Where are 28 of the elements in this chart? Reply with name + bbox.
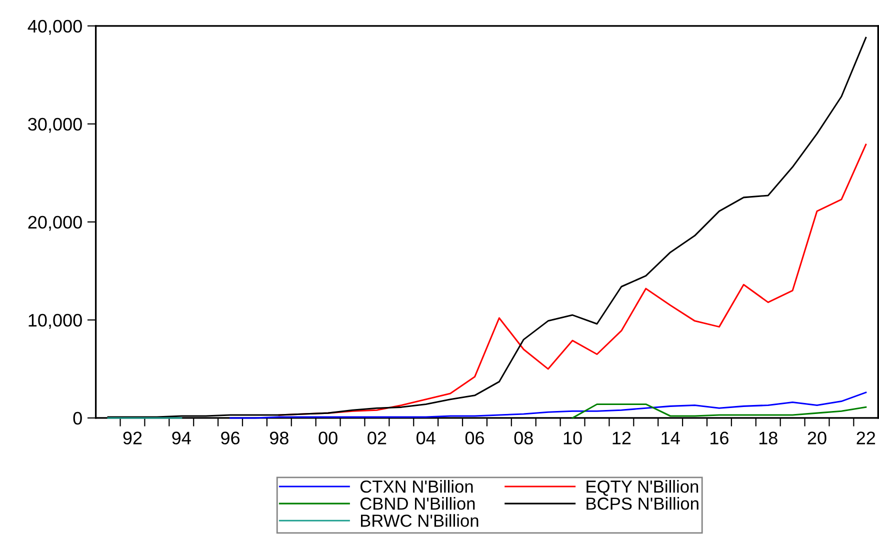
x-tick-label: 20 <box>808 432 826 444</box>
x-tick-label: 10 <box>564 432 582 444</box>
x-tick-label: 06 <box>465 432 484 444</box>
x-tick-label: 96 <box>221 432 240 444</box>
x-tick-label: 92 <box>123 432 142 444</box>
legend-label: EQTY N'Billion <box>586 480 698 496</box>
y-tick-label: 40,000 <box>28 20 82 35</box>
y-tick-label: 10,000 <box>28 314 82 329</box>
x-tick-label: 18 <box>759 432 778 444</box>
legend-label: BCPS N'Billion <box>586 497 698 510</box>
x-tick-label: 98 <box>270 432 288 444</box>
legend-label: CTXN N'Billion <box>360 480 473 493</box>
y-tick-label: 0 <box>73 412 82 425</box>
y-tick-label: 30,000 <box>28 118 82 133</box>
x-tick-label: 02 <box>368 432 386 444</box>
x-tick-label: 12 <box>612 432 631 444</box>
x-tick-label: 14 <box>662 432 680 444</box>
y-tick-label: 20,000 <box>28 216 82 231</box>
x-tick-label: 16 <box>710 432 728 444</box>
x-tick-label: 94 <box>172 432 191 444</box>
legend-label: BRWC N'Billion <box>361 514 478 527</box>
x-tick-label: 22 <box>856 432 876 444</box>
line-series <box>572 403 867 419</box>
line-series <box>230 392 867 419</box>
x-tick-label: 04 <box>416 432 436 444</box>
legend-label: CBND N'Billion <box>360 497 475 510</box>
x-tick-label: 00 <box>318 432 338 444</box>
x-tick-label: 08 <box>514 432 533 444</box>
